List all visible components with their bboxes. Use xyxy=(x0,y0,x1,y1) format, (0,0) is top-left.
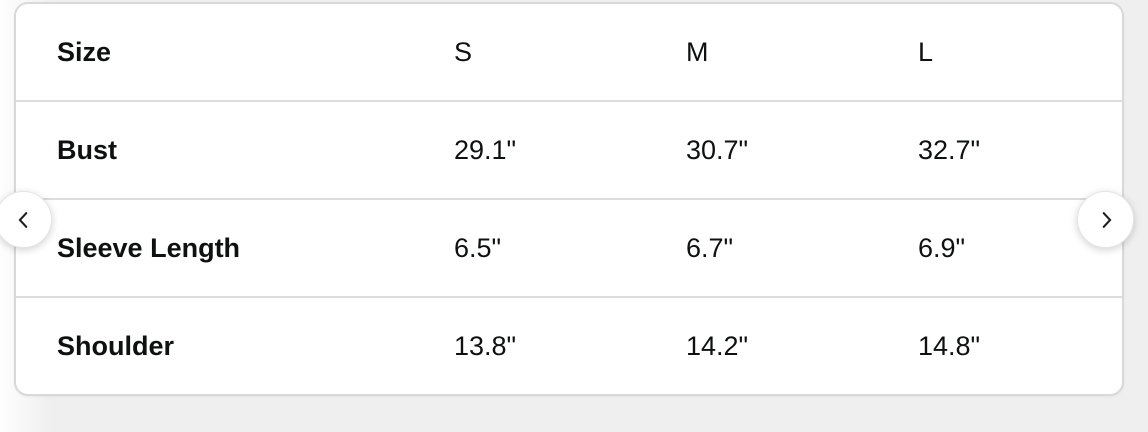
size-chart-table: Size S M L Bust 29.1" 30.7" 32.7" Sleeve… xyxy=(14,2,1124,396)
shoulder-value-m: 14.2" xyxy=(686,330,749,361)
bust-value-l: 32.7" xyxy=(918,134,981,165)
shoulder-value-s: 13.8" xyxy=(454,330,517,361)
carousel-prev-button[interactable] xyxy=(0,191,52,248)
chevron-right-icon xyxy=(1094,208,1118,232)
table-row-sleeve-length: Sleeve Length 6.5" 6.7" 6.9" xyxy=(16,198,1122,296)
carousel-next-button[interactable] xyxy=(1077,191,1134,248)
row-label: Sleeve Length xyxy=(57,232,241,263)
bust-value-m: 30.7" xyxy=(686,134,749,165)
chevron-left-icon xyxy=(12,208,36,232)
header-col-l: L xyxy=(918,36,934,67)
table-row-shoulder: Shoulder 13.8" 14.2" 14.8" xyxy=(16,296,1122,394)
sleeve-value-s: 6.5" xyxy=(454,232,502,263)
header-size-label: Size xyxy=(57,36,112,67)
table-row-bust: Bust 29.1" 30.7" 32.7" xyxy=(16,100,1122,198)
header-col-s: S xyxy=(454,36,473,67)
sleeve-value-m: 6.7" xyxy=(686,232,734,263)
size-chart-header-row: Size S M L xyxy=(16,4,1122,100)
row-label: Shoulder xyxy=(57,330,175,361)
header-col-m: M xyxy=(686,36,709,67)
sleeve-value-l: 6.9" xyxy=(918,232,966,263)
shoulder-value-l: 14.8" xyxy=(918,330,981,361)
bust-value-s: 29.1" xyxy=(454,134,517,165)
row-label: Bust xyxy=(57,134,117,165)
